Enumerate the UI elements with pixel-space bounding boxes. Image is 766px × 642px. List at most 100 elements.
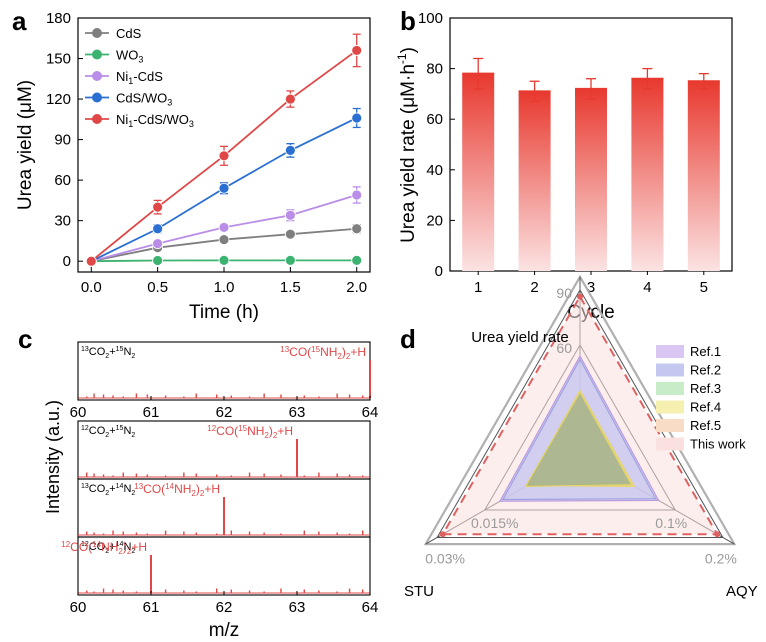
a-xtick-label: 2.0: [346, 279, 367, 296]
a-data-point-wo3: [351, 254, 363, 266]
a-data-point-ni_cds: [284, 209, 296, 221]
b-bar-cycle-2: [518, 91, 551, 272]
c-prod-nh: NH: [247, 424, 264, 438]
c-prod-nh: NH: [320, 345, 337, 359]
c-product-label: 12CO(15NH2)2+H: [207, 424, 293, 440]
a-legend-sub: 1: [128, 76, 133, 86]
a-legend-label: Ni1-CdS/WO3: [116, 112, 194, 129]
a-xtick-label: 0.0: [81, 279, 102, 296]
c-gas-label: 13CO2+14N2: [81, 483, 135, 497]
c-prod-sub: 2: [337, 352, 342, 361]
c-gas-sub: 2: [131, 353, 135, 360]
a-legend-after: -CdS/WO: [133, 112, 189, 127]
a-ytick-label: 90: [54, 132, 71, 149]
b-ytick-label: 0: [435, 263, 443, 280]
c-prod-sup: 15: [311, 345, 320, 354]
c-gas-label: 12CO2+14N2: [81, 541, 135, 555]
c-gas-label: 13CO2+15N2: [81, 346, 135, 360]
a-ytick-label: 0: [63, 253, 71, 270]
c-gas-sup: 13: [81, 346, 89, 353]
c-gas-sub: 2: [131, 548, 135, 555]
a-legend-marker: [92, 71, 102, 81]
panel-b-ylabel-end: ): [398, 47, 419, 53]
panel-b-ylabel: Urea yield rate (μM·h-1): [395, 47, 419, 243]
c-gas-sub: 2: [131, 490, 135, 497]
b-xtick-label: 2: [530, 279, 538, 296]
a-data-point-ni_cds_wo3: [152, 201, 164, 213]
c-xtick-label: 61: [143, 599, 160, 616]
a-data-point-cds_wo3: [284, 145, 296, 156]
d-legend-swatch: [656, 382, 684, 395]
d-legend-label: Ref.5: [690, 418, 721, 433]
a-ytick-label: 120: [46, 91, 71, 108]
c-product-label: 13CO(14NH2)2+H: [134, 482, 220, 498]
c-prod-end: +H: [350, 345, 366, 359]
b-bar-cycle-4: [631, 78, 664, 271]
c-gas-sub: 2: [131, 432, 135, 439]
c-gas-name: N: [123, 425, 131, 437]
c-gas-sub: 2: [105, 490, 109, 497]
a-xtick-label: 1.5: [280, 279, 301, 296]
a-legend-marker: [92, 28, 102, 38]
c-gas-name: CO: [89, 541, 106, 553]
b-xtick-label: 3: [587, 279, 595, 296]
a-data-point-wo3: [152, 255, 164, 266]
c-prod-end: +H: [204, 482, 220, 496]
b-ytick-label: 40: [426, 162, 443, 179]
d-this-work-point: [577, 293, 583, 300]
c-gas-name: CO: [89, 425, 106, 437]
radar-axis-label-stu: STU: [404, 583, 434, 600]
d-legend-label: Ref.2: [690, 363, 721, 378]
d-this-work-point: [439, 531, 446, 538]
a-legend-marker: [92, 114, 102, 124]
c-gas-label: 12CO2+15N2: [81, 425, 135, 439]
d-radar-overlap: [524, 391, 633, 487]
c-gas-name: N: [123, 346, 131, 358]
a-data-point-cds_wo3: [218, 182, 230, 194]
d-legend-swatch: [656, 437, 684, 451]
c-gas-sup: 13: [81, 483, 89, 490]
panel-label-b: b: [400, 6, 416, 36]
a-legend-name: CdS/WO: [116, 91, 167, 106]
c-xtick-label: 60: [70, 404, 87, 421]
a-legend-marker: [92, 49, 102, 60]
d-tick-aqy: 0.1%: [655, 515, 687, 531]
c-prod-sub: 2: [191, 489, 196, 498]
a-data-point-wo3: [284, 254, 296, 266]
a-data-point-ni_cds_wo3: [218, 150, 230, 162]
d-legend-swatch: [656, 419, 684, 432]
panel-c-xlabel: m/z: [209, 620, 240, 641]
a-xtick-label: 0.5: [147, 279, 168, 296]
panel-c-ylabel: Intensity (a.u.): [43, 400, 63, 514]
c-product-label: 13CO(15NH2)2+H: [280, 345, 366, 361]
d-legend-swatch: [656, 363, 684, 377]
a-legend-name: Ni: [116, 69, 128, 84]
c-xtick-label: 60: [70, 599, 87, 616]
c-prod-end: +H: [131, 540, 147, 554]
c-gas-sup: 12: [81, 425, 89, 432]
b-bar-cycle-3: [575, 88, 607, 271]
c-prod-tail: ): [123, 540, 127, 554]
c-gas-plus: +: [109, 346, 115, 358]
c-prod-co: CO(: [70, 540, 92, 554]
a-legend-after: -CdS: [133, 69, 163, 84]
a-legend-sub: 3: [189, 119, 194, 129]
panel-label-a: a: [12, 6, 27, 36]
c-gas-sub: 2: [105, 432, 109, 439]
a-ytick-label: 150: [46, 51, 71, 68]
d-legend-label: Ref.1: [690, 344, 721, 359]
d-legend-swatch: [656, 400, 684, 414]
radar-axis-label-urea: Urea yield rate: [471, 329, 569, 346]
a-ytick-label: 30: [54, 213, 71, 230]
c-gas-sup: 15: [116, 346, 124, 353]
a-data-point-ni_cds: [152, 238, 164, 250]
d-legend-label: This work: [690, 437, 746, 452]
d-this-work-point: [714, 531, 721, 538]
c-prod-sup: 13: [280, 345, 289, 354]
a-legend-marker: [92, 92, 102, 103]
c-prod-sup: 12: [207, 424, 216, 433]
c-prod-sup: 13: [134, 482, 143, 491]
c-prod-nh: NH: [101, 540, 118, 554]
